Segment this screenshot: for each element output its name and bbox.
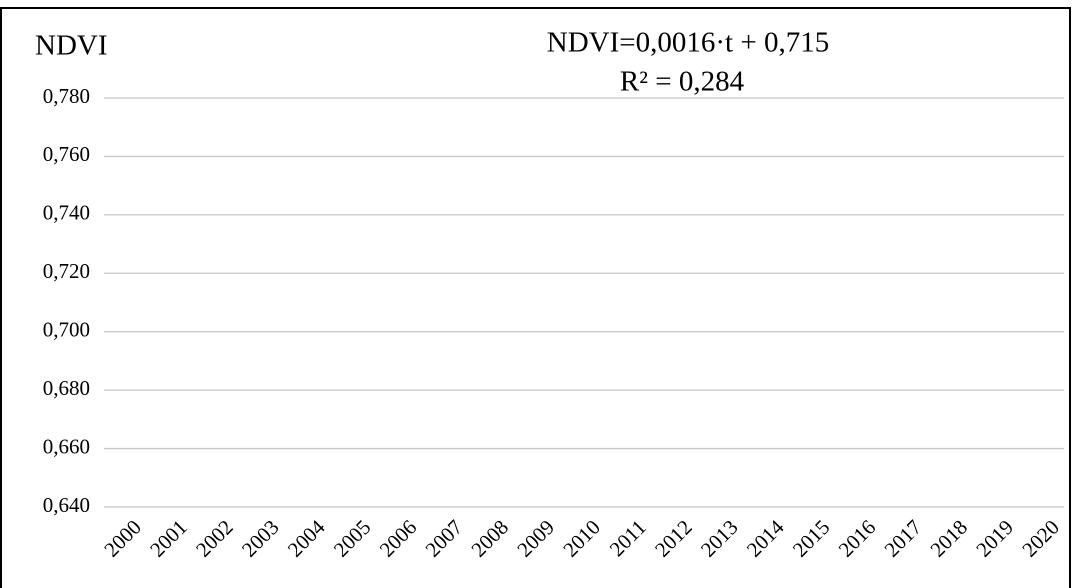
x-tick-label: 2006: [375, 515, 422, 562]
x-tick-label: 2014: [742, 515, 789, 562]
y-tick-label: 0,760: [43, 142, 90, 166]
x-tick-label: 2019: [971, 515, 1018, 562]
x-tick-label: 2020: [1017, 515, 1064, 562]
x-tick-label: 2001: [145, 515, 192, 562]
x-tick-label: 2017: [880, 515, 927, 562]
x-tick-label: 2015: [788, 515, 835, 562]
x-tick-label: 2007: [421, 515, 468, 562]
chart-frame: [0, 7, 1071, 588]
x-tick-label: 2003: [237, 515, 284, 562]
x-tick-label: 2013: [696, 515, 743, 562]
x-tick-label: 2016: [834, 515, 881, 562]
x-tick-label: 2010: [558, 515, 605, 562]
x-tick-label: 2009: [512, 515, 559, 562]
r-squared: R² = 0,284: [620, 66, 745, 98]
x-tick-label: 2002: [191, 515, 238, 562]
x-tick-label: 2000: [99, 515, 146, 562]
y-tick-label: 0,720: [43, 259, 90, 283]
x-tick-label: 2008: [466, 515, 513, 562]
y-tick-label: 0,780: [43, 84, 90, 108]
x-tick-label: 2011: [605, 515, 651, 561]
y-tick-label: 0,740: [43, 201, 90, 225]
y-tick-label: 0,660: [43, 434, 90, 458]
x-tick-label: 2005: [329, 515, 376, 562]
x-tick-label: 2018: [925, 515, 972, 562]
y-axis-label: NDVI: [35, 30, 108, 62]
x-tick-label: 2012: [650, 515, 697, 562]
y-tick-label: 0,640: [43, 493, 90, 517]
y-tick-label: 0,700: [43, 318, 90, 342]
x-tick-label: 2004: [283, 515, 330, 562]
y-tick-label: 0,680: [43, 376, 90, 400]
equation: NDVI=0,0016·t + 0,715: [547, 27, 829, 59]
